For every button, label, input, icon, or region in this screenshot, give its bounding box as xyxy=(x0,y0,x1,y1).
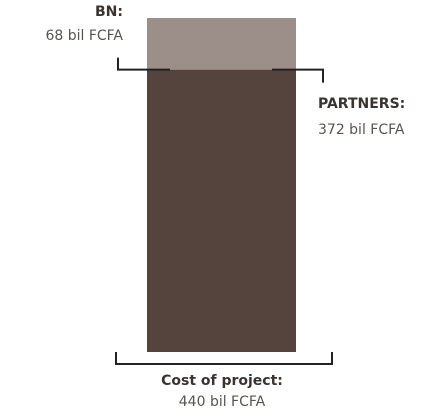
bracket xyxy=(272,68,324,83)
total-label: Cost of project: xyxy=(161,373,283,389)
legend-label: BN: xyxy=(95,4,123,20)
total-value: 440 bil FCFA xyxy=(179,394,266,410)
legend-label: PARTNERS: xyxy=(318,96,405,112)
bar-segment xyxy=(147,18,296,70)
data-label: 68 bil FCFA xyxy=(45,28,123,44)
bracket xyxy=(115,352,333,365)
bracket xyxy=(117,57,170,71)
bar-segment xyxy=(147,69,296,353)
data-label: 372 bil FCFA xyxy=(318,122,405,138)
